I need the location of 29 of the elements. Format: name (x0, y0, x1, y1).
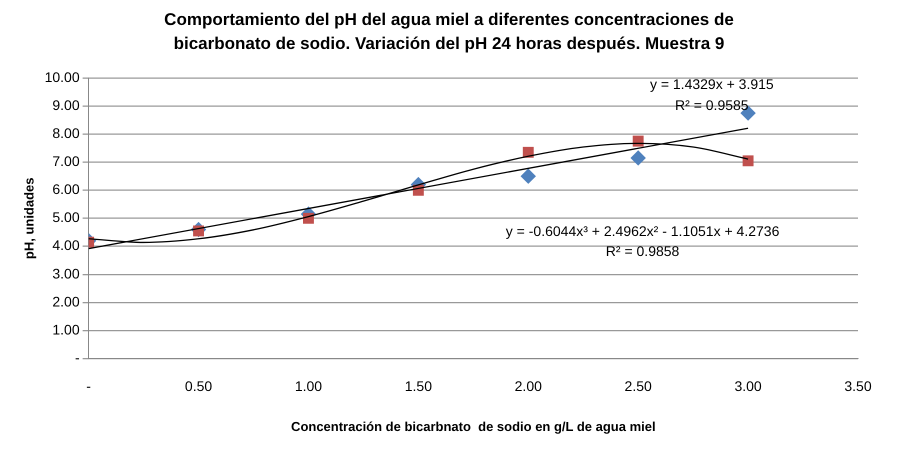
y-tick-label: 8.00 (52, 124, 80, 141)
annotation: y = -0.6044x³ + 2.4962x² - 1.1051x + 4.2736 (506, 223, 780, 240)
x-tick-label: 2.00 (514, 378, 542, 394)
x-tick-label: 2.50 (624, 378, 652, 394)
point (520, 168, 536, 184)
y-tick-label: 2.00 (52, 293, 80, 310)
y-tick-label: 1.00 (52, 321, 80, 338)
y-tick-label: 6.00 (52, 181, 80, 198)
x-tick-label: 1.00 (294, 378, 322, 394)
annotation: R² = 0.9858 (606, 242, 680, 259)
x-tick-label: 1.50 (404, 378, 432, 394)
y-tick-label: 3.00 (52, 265, 80, 282)
x-axis-title: Concentración de bicarbnato de sodio en g/L de agua miel (291, 418, 656, 434)
x-tick-label: - (86, 378, 92, 394)
x-tick-label: 3.00 (734, 378, 762, 394)
y-tick-label: 7.00 (52, 153, 80, 170)
y-tick-label: 10.00 (44, 68, 80, 85)
point (742, 155, 754, 166)
y-tick-label: 4.00 (52, 237, 80, 254)
y-tick-label: - (74, 349, 80, 366)
x-tick-label: 3.50 (844, 378, 872, 394)
y-tick-label: 9.00 (52, 96, 80, 113)
y-tick-label: 5.00 (52, 209, 80, 226)
annotation: R² = 0.9585 (675, 96, 749, 113)
chart-title: Comportamiento del pH del agua miel a diferentes concentraciones de bicarbonato de sodio. Variación del pH 24 horas después. Muestra 9 (163, 9, 735, 55)
y-axis-title: pH, unidades (21, 177, 36, 260)
point (630, 150, 646, 166)
annotation: y = 1.4329x + 3.915 (650, 76, 774, 92)
x-tick-label: 0.50 (184, 378, 212, 394)
